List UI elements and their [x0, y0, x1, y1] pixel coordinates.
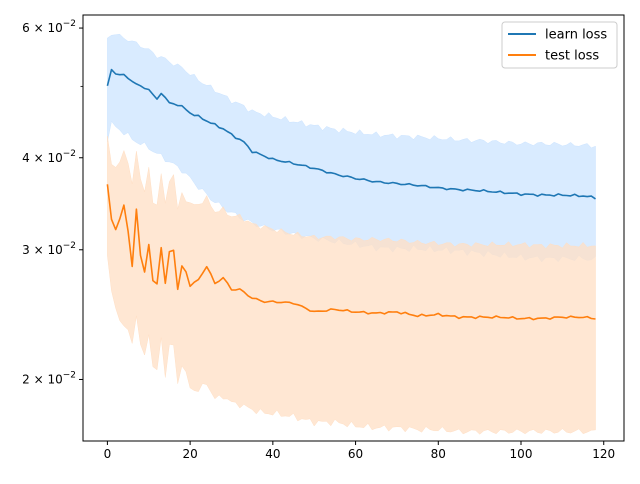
x-tick-label: 60 — [348, 447, 363, 461]
y-tick-label: 6 × 10−2 — [22, 19, 76, 35]
y-axis: 2 × 10−2 3 × 10−2 4 × 10−2 6 × 10−2 — [22, 19, 83, 386]
x-tick-label: 0 — [104, 447, 112, 461]
x-tick-label: 80 — [431, 447, 446, 461]
axes-frame — [82, 14, 625, 442]
legend: learn loss test loss — [501, 21, 618, 69]
y-tick-label: 3 × 10−2 — [22, 241, 76, 257]
y-tick-label: 2 × 10−2 — [22, 370, 76, 386]
legend-label: test loss — [545, 49, 599, 64]
x-tick-label: 20 — [182, 447, 197, 461]
series-line-learn-loss — [106, 68, 596, 200]
x-tick-label: 40 — [265, 447, 280, 461]
y-tick-label: 4 × 10−2 — [22, 149, 76, 165]
x-tick-label: 120 — [592, 447, 615, 461]
series-lines — [106, 68, 596, 321]
x-tick-label: 100 — [510, 447, 533, 461]
band-test-loss — [107, 136, 596, 435]
legend-label: learn loss — [545, 28, 607, 43]
x-axis: 0 20 40 60 80 100 120 — [104, 441, 615, 461]
std-bands — [107, 33, 596, 435]
series-line-test-loss — [106, 184, 596, 321]
